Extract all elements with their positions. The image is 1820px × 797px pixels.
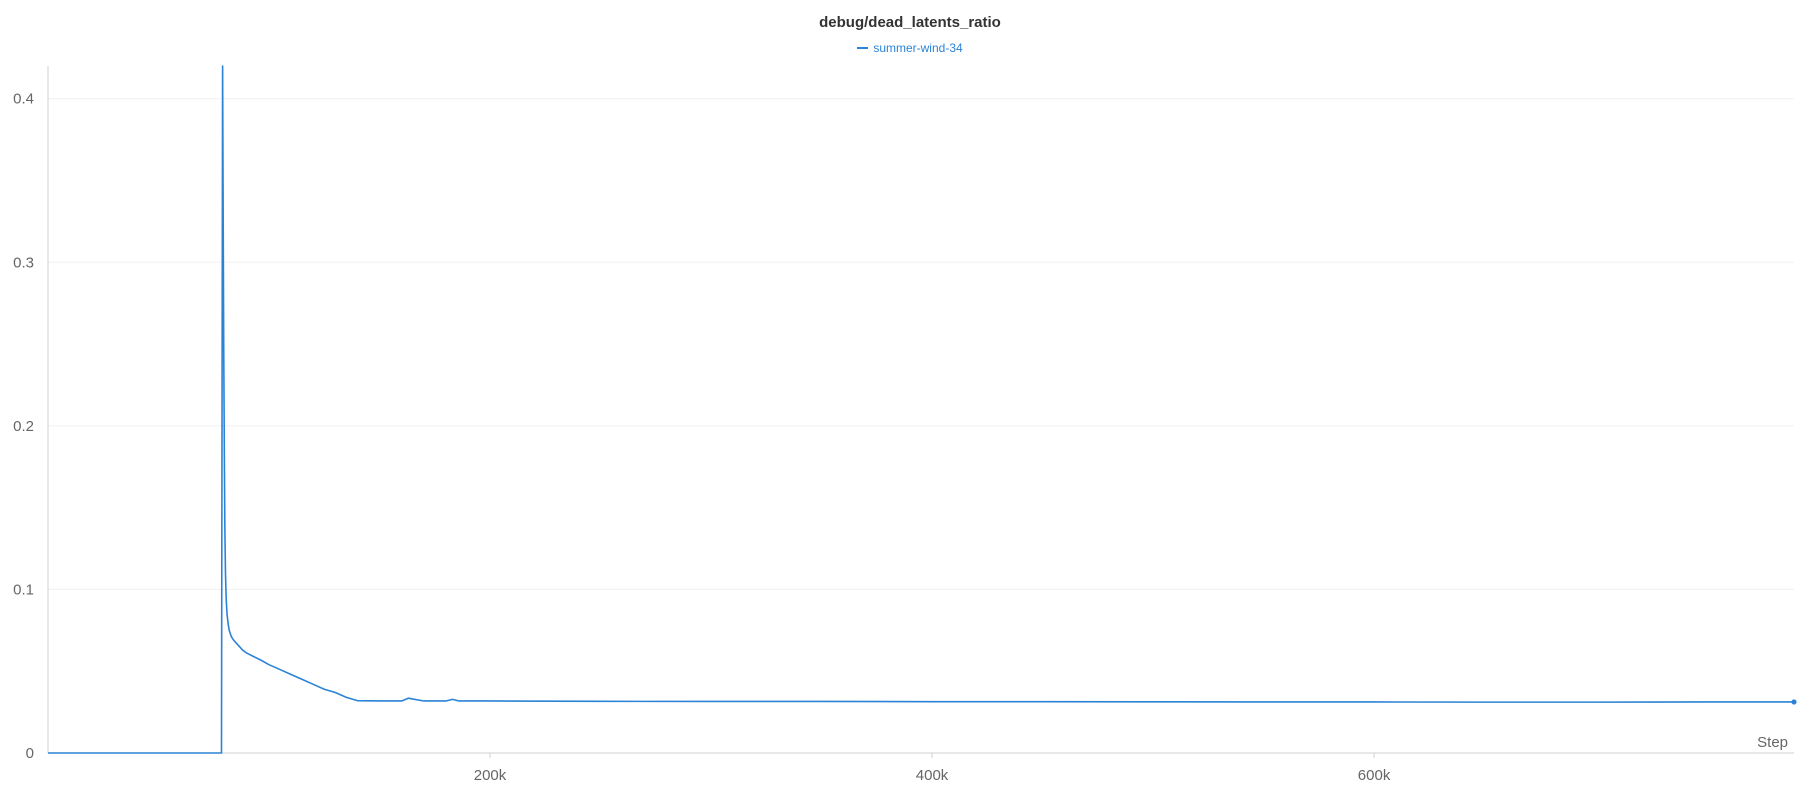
- x-tick-label: 400k: [916, 767, 949, 784]
- y-tick-label: 0: [26, 745, 34, 762]
- series-end-point[interactable]: [1791, 699, 1797, 705]
- axes: [47, 66, 1794, 754]
- legend[interactable]: summer-wind-34: [0, 41, 1820, 55]
- x-tick-label: 200k: [474, 767, 507, 784]
- y-tick-label: 0.3: [13, 254, 34, 271]
- series-line[interactable]: [48, 65, 1794, 754]
- x-axis-label: Step: [1757, 734, 1788, 751]
- chart-title: debug/dead_latents_ratio: [819, 14, 1001, 31]
- y-tick-label: 0.4: [13, 91, 34, 108]
- legend-swatch: [857, 46, 869, 49]
- x-tick-label: 600k: [1358, 767, 1391, 784]
- y-tick-label: 0.1: [13, 581, 34, 598]
- y-axis-ticks: 0 0.1 0.2 0.3 0.4: [13, 91, 34, 762]
- y-tick-label: 0.2: [13, 418, 34, 435]
- series-layer: [48, 65, 1797, 754]
- x-axis-ticks: 200k 400k 600k: [474, 753, 1391, 784]
- legend-label: summer-wind-34: [873, 41, 963, 55]
- grid-lines: [48, 98, 1794, 590]
